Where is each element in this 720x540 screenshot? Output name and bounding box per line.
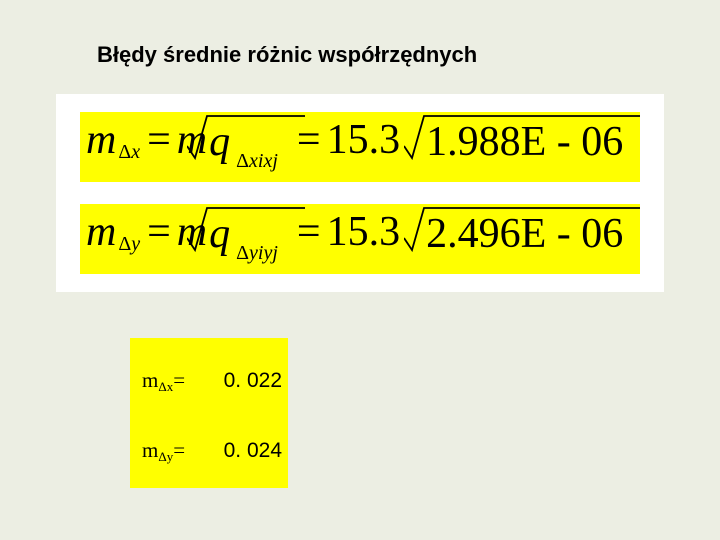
f2-sqrt-q: q Δyiyj (209, 208, 279, 256)
formula-row-1: m Δx = m q Δxixj = 15.3 (86, 116, 623, 164)
f2-eq1: = (147, 208, 171, 256)
f1-lhs-sub: Δx (118, 141, 140, 164)
f2-val: 2.496E - 06 (426, 210, 623, 258)
r1-eq: = (173, 368, 185, 392)
f1-q-sub: Δxixj (236, 150, 278, 172)
f2-lhs-sub: Δy (118, 233, 140, 256)
f2-sqrt-val: 2.496E - 06 (426, 208, 623, 256)
f1-q-sub-txt: xixj (249, 150, 278, 172)
f2-q-sub-txt: yiyj (249, 242, 278, 264)
f1-lhs-delta: Δ (118, 141, 131, 163)
f1-sqrt-q: q Δxixj (209, 116, 279, 164)
f1-eq2: = (297, 116, 321, 164)
f2-rhs-m: m (177, 208, 207, 256)
f2-lhs-axis: y (131, 233, 140, 255)
r2-eq: = (173, 438, 185, 462)
f1-coef: 15.3 (327, 116, 401, 164)
formula-row-2: m Δy = m q Δyiyj = 15.3 (86, 208, 623, 256)
result-row-1: mΔx= 0. 022 (142, 368, 282, 393)
f2-q-delta: Δ (236, 242, 249, 264)
r2-value: 0. 024 (224, 439, 282, 463)
f2-coef: 15.3 (327, 208, 401, 256)
r1-delta: Δ (158, 379, 166, 394)
f1-rhs-m: m (177, 116, 207, 164)
r2-m: m (142, 438, 158, 462)
f2-q: q (209, 211, 230, 257)
result-row-2: mΔy= 0. 024 (142, 438, 282, 463)
slide-title: Błędy średnie różnic współrzędnych (97, 42, 477, 68)
r1-value: 0. 022 (224, 369, 282, 393)
f2-eq2: = (297, 208, 321, 256)
f1-eq1: = (147, 116, 171, 164)
r1-label: mΔx= (142, 368, 185, 393)
f1-sqrt-val: 1.988E - 06 (426, 116, 623, 164)
formula-block: m Δx = m q Δxixj = 15.3 (56, 94, 664, 292)
r2-label: mΔy= (142, 438, 185, 463)
r2-delta: Δ (158, 449, 166, 464)
f1-val: 1.988E - 06 (426, 118, 623, 166)
f1-lhs-axis: x (131, 141, 140, 163)
f1-lhs-m: m (86, 116, 116, 164)
r1-m: m (142, 368, 158, 392)
f1-q-delta: Δ (236, 150, 249, 172)
r1-axis: x (167, 379, 174, 394)
f2-lhs-m: m (86, 208, 116, 256)
f2-q-sub: Δyiyj (236, 242, 278, 264)
r2-axis: y (167, 449, 174, 464)
f1-q: q (209, 119, 230, 165)
slide: Błędy średnie różnic współrzędnych m Δx … (0, 0, 720, 540)
f2-lhs-delta: Δ (118, 233, 131, 255)
results-block: mΔx= 0. 022 mΔy= 0. 024 (130, 338, 288, 488)
